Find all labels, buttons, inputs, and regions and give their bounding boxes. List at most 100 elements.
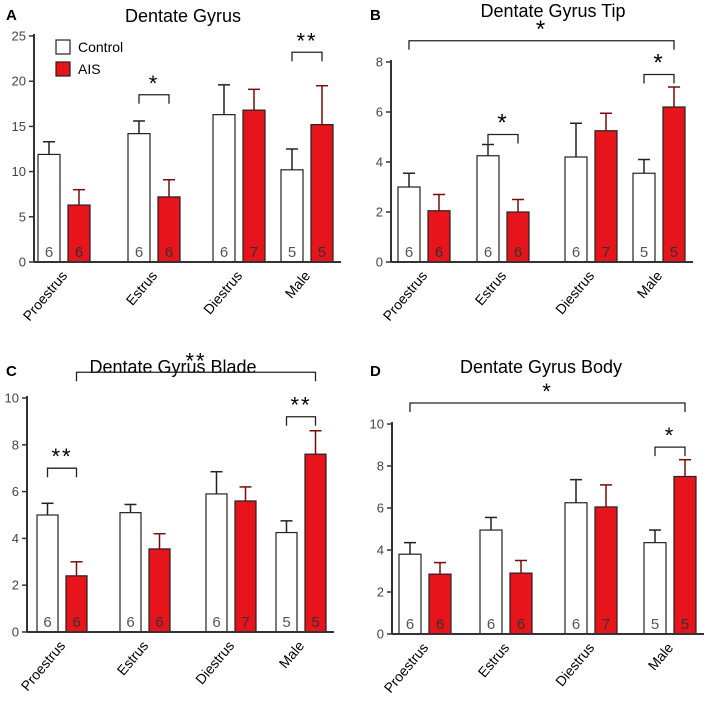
y-tick-label: 2 — [377, 585, 384, 600]
y-tick-label: 6 — [377, 501, 384, 516]
significance-bracket — [409, 402, 686, 412]
legend-label-ais: AIS — [78, 61, 101, 77]
x-tick-label: Male — [282, 267, 314, 301]
sample-size-label: 6 — [514, 244, 522, 261]
y-tick-label: 25 — [12, 29, 26, 44]
bar-ais-diestrus — [242, 109, 266, 263]
sample-size-label: 6 — [484, 244, 492, 261]
significance-label: * — [149, 71, 160, 96]
x-tick-label: Male — [634, 267, 666, 301]
y-tick-label: 0 — [12, 625, 19, 640]
significance-bracket — [75, 371, 317, 382]
x-tick-label: Proestrus — [20, 268, 71, 324]
significance-label: * — [497, 110, 508, 137]
sample-size-label: 5 — [318, 244, 326, 261]
sample-size-label: 5 — [651, 616, 659, 633]
chart-title: Dentate Gyrus — [125, 6, 241, 26]
sample-size-label: 6 — [75, 244, 83, 261]
chart-panel-d: D Dentate Gyrus Body 0 2 4 6 8 10 6 6 6 5 6 6 7 5 Proest… — [370, 357, 704, 696]
chart-title: Dentate Gyrus Tip — [480, 1, 625, 21]
sample-size-label: 7 — [250, 244, 258, 261]
bar-control-estrus — [127, 133, 151, 263]
sample-size-label: 5 — [311, 614, 319, 631]
y-tick-label: 8 — [377, 459, 384, 474]
x-tick-label: Diestrus — [192, 638, 237, 688]
x-tick-label: Estrus — [123, 268, 161, 309]
x-tick-label: Proestrus — [18, 638, 69, 694]
sample-size-label: 6 — [165, 244, 173, 261]
bar-control-diestrus — [564, 502, 588, 635]
chart-panel-a: A Dentate Gyrus 0 5 10 15 20 25 6 6 6 5 6 6 7 5 Proestru… — [6, 6, 341, 324]
sample-size-label: 6 — [436, 616, 444, 633]
sample-size-label: 6 — [45, 244, 53, 261]
y-tick-label: 5 — [19, 209, 26, 224]
sample-size-label: 6 — [155, 614, 163, 631]
panel-letter: C — [6, 363, 17, 380]
significance-bracket — [291, 51, 323, 62]
chart-title: Dentate Gyrus Blade — [89, 357, 256, 377]
significance-bracket — [285, 416, 317, 426]
x-tick-label: Estrus — [475, 640, 513, 681]
significance-bracket — [138, 94, 170, 104]
sample-size-label: 6 — [572, 244, 580, 261]
bar-control-diestrus — [205, 493, 228, 633]
y-tick-label: 6 — [12, 484, 19, 499]
sample-size-label: 5 — [681, 616, 689, 633]
panel-letter: D — [370, 363, 381, 380]
sample-size-label: 5 — [288, 244, 296, 261]
y-tick-label: 10 — [5, 391, 19, 406]
x-tick-label: Diestrus — [552, 268, 597, 318]
chart-title: Dentate Gyrus Body — [460, 357, 622, 377]
sample-size-label: 6 — [135, 244, 143, 261]
legend-swatch-control — [55, 39, 71, 55]
y-tick-label: 15 — [12, 119, 26, 134]
significance-label: ** — [185, 348, 206, 373]
y-tick-label: 20 — [12, 74, 26, 89]
bar-ais-male — [662, 106, 686, 263]
y-tick-label: 2 — [376, 205, 383, 220]
sample-size-label: 6 — [43, 614, 51, 631]
bar-ais-diestrus — [594, 130, 618, 263]
y-tick-label: 0 — [19, 255, 26, 270]
y-tick-label: 2 — [12, 578, 19, 593]
significance-label: ** — [290, 393, 311, 418]
x-tick-label: Proestrus — [380, 268, 431, 324]
sample-size-label: 6 — [487, 616, 495, 633]
y-tick-label: 4 — [376, 155, 383, 170]
significance-bracket — [487, 133, 519, 144]
sample-size-label: 6 — [406, 616, 414, 633]
y-tick-label: 0 — [376, 255, 383, 270]
sample-size-label: 5 — [670, 244, 678, 261]
sample-size-label: 6 — [517, 616, 525, 633]
significance-bracket — [408, 40, 675, 50]
sample-size-label: 6 — [126, 614, 134, 631]
significance-label: ** — [51, 444, 72, 469]
y-tick-label: 10 — [370, 417, 384, 432]
significance-label: ** — [296, 28, 317, 53]
significance-label: * — [542, 379, 553, 404]
x-tick-label: Diestrus — [200, 268, 245, 318]
sample-size-label: 6 — [405, 244, 413, 261]
sample-size-label: 6 — [212, 614, 220, 631]
sample-size-label: 7 — [602, 616, 610, 633]
sample-size-label: 6 — [72, 614, 80, 631]
sample-size-label: 7 — [241, 614, 249, 631]
chart-panel-c: C Dentate Gyrus Blade 0 2 4 6 8 10 6 6 6 5 6 6 7 5 Proes… — [5, 348, 334, 694]
y-tick-label: 4 — [377, 543, 384, 558]
sample-size-label: 7 — [602, 244, 610, 261]
y-tick-label: 4 — [12, 531, 19, 546]
sample-size-label: 6 — [435, 244, 443, 261]
x-tick-label: Estrus — [472, 268, 510, 309]
x-tick-label: Proestrus — [381, 640, 432, 696]
y-tick-label: 8 — [12, 437, 19, 452]
y-tick-label: 6 — [376, 105, 383, 120]
y-tick-label: 8 — [376, 55, 383, 70]
sample-size-label: 5 — [640, 244, 648, 261]
bar-ais-male — [304, 453, 327, 633]
significance-bracket — [46, 467, 78, 478]
significance-label: * — [665, 423, 676, 448]
sample-size-label: 5 — [282, 614, 290, 631]
bar-ais-male — [310, 123, 334, 263]
significance-bracket — [654, 446, 686, 457]
significance-bracket — [643, 73, 675, 84]
